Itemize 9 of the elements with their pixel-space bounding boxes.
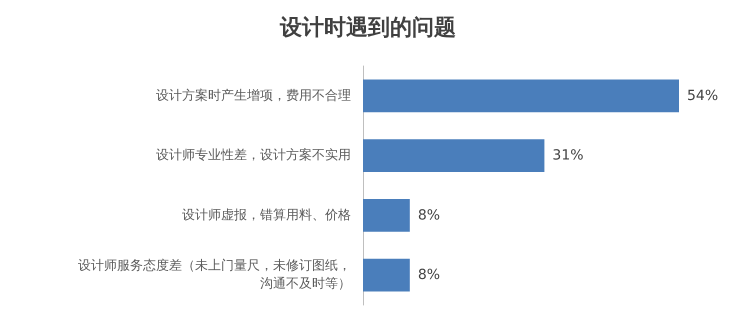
data-label: 54%: [687, 88, 718, 104]
data-label: 8%: [418, 207, 440, 224]
chart-title: 设计时遇到的问题: [279, 16, 456, 40]
data-label: 8%: [418, 267, 440, 284]
y-tick-label: 设计师虚报，错算用料、价格: [182, 208, 351, 223]
y-tick-label: 设计师服务态度差（未上门量尺，未修订图纸，沟通不及时等）: [78, 258, 351, 292]
y-tick-label: 设计师专业性差，设计方案不实用: [156, 147, 351, 164]
y-tick-label: 设计方案时产生增项，费用不合理: [156, 87, 351, 104]
data-label: 31%: [552, 148, 584, 164]
